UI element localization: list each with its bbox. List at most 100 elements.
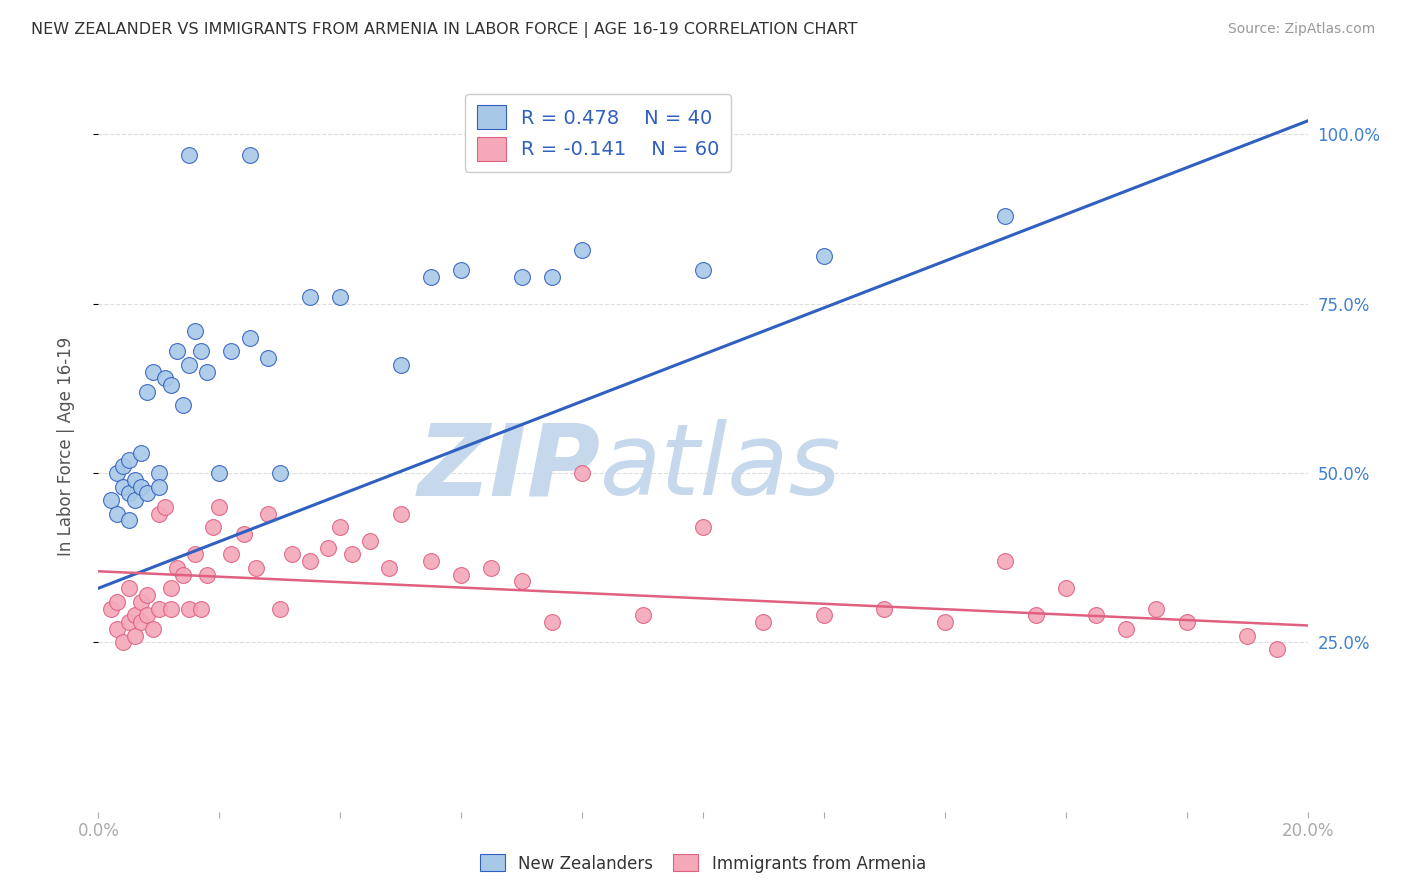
Point <box>256 507 278 521</box>
Point <box>124 608 146 623</box>
Point <box>1024 608 1046 623</box>
Point <box>221 344 243 359</box>
Point <box>329 520 352 534</box>
Point <box>571 243 593 257</box>
Point <box>160 378 183 392</box>
Point <box>813 249 835 263</box>
Point <box>256 351 278 365</box>
Point <box>316 541 339 555</box>
Text: Source: ZipAtlas.com: Source: ZipAtlas.com <box>1227 22 1375 37</box>
Point <box>1267 642 1289 657</box>
Point <box>481 561 503 575</box>
Point <box>510 574 533 589</box>
Point <box>540 615 562 629</box>
Point <box>202 520 225 534</box>
Point <box>100 493 122 508</box>
Point <box>269 601 291 615</box>
Point <box>342 547 364 561</box>
Point <box>172 567 194 582</box>
Point <box>540 269 562 284</box>
Text: ZIP: ZIP <box>418 419 600 516</box>
Point <box>420 269 443 284</box>
Point <box>135 608 157 623</box>
Point <box>450 263 472 277</box>
Point <box>389 358 412 372</box>
Point <box>172 398 194 412</box>
Point <box>105 507 128 521</box>
Point <box>135 486 157 500</box>
Point <box>118 615 141 629</box>
Point <box>124 493 146 508</box>
Point <box>934 615 956 629</box>
Point <box>329 290 352 304</box>
Point <box>124 473 146 487</box>
Point <box>1054 581 1077 595</box>
Point <box>239 331 262 345</box>
Point <box>129 615 152 629</box>
Point <box>153 500 176 514</box>
Point <box>450 567 472 582</box>
Point <box>813 608 835 623</box>
Point <box>142 364 165 378</box>
Point <box>873 601 896 615</box>
Point <box>208 500 231 514</box>
Point <box>118 486 141 500</box>
Point <box>377 561 399 575</box>
Point <box>179 601 201 615</box>
Point <box>195 567 218 582</box>
Point <box>135 384 157 399</box>
Point <box>232 527 254 541</box>
Text: NEW ZEALANDER VS IMMIGRANTS FROM ARMENIA IN LABOR FORCE | AGE 16-19 CORRELATION : NEW ZEALANDER VS IMMIGRANTS FROM ARMENIA… <box>31 22 858 38</box>
Point <box>166 344 188 359</box>
Point <box>299 554 322 568</box>
Point <box>160 581 183 595</box>
Point <box>510 269 533 284</box>
Point <box>1115 622 1137 636</box>
Point <box>184 324 207 338</box>
Point <box>571 466 593 480</box>
Point <box>692 520 714 534</box>
Point <box>111 635 134 649</box>
Point <box>105 466 128 480</box>
Point <box>184 547 207 561</box>
Point <box>148 480 170 494</box>
Point <box>281 547 304 561</box>
Legend: R = 0.478    N = 40, R = -0.141    N = 60: R = 0.478 N = 40, R = -0.141 N = 60 <box>465 94 731 172</box>
Point <box>124 629 146 643</box>
Point <box>160 601 183 615</box>
Point <box>135 588 157 602</box>
Legend: New Zealanders, Immigrants from Armenia: New Zealanders, Immigrants from Armenia <box>474 847 932 880</box>
Point <box>118 581 141 595</box>
Point <box>631 608 654 623</box>
Point <box>118 452 141 467</box>
Point <box>1175 615 1198 629</box>
Point <box>360 533 382 548</box>
Text: atlas: atlas <box>600 419 842 516</box>
Point <box>420 554 443 568</box>
Point <box>389 507 412 521</box>
Point <box>129 480 152 494</box>
Point <box>129 446 152 460</box>
Point <box>245 561 267 575</box>
Point <box>148 466 170 480</box>
Point <box>148 601 170 615</box>
Point <box>994 554 1017 568</box>
Point <box>692 263 714 277</box>
Point <box>239 148 262 162</box>
Point <box>299 290 322 304</box>
Point <box>142 622 165 636</box>
Point <box>100 601 122 615</box>
Point <box>994 209 1017 223</box>
Point <box>190 601 212 615</box>
Point <box>111 480 134 494</box>
Point <box>195 364 218 378</box>
Point <box>179 148 201 162</box>
Point <box>148 507 170 521</box>
Point <box>208 466 231 480</box>
Point <box>269 466 291 480</box>
Point <box>166 561 188 575</box>
Point <box>1236 629 1258 643</box>
Point <box>190 344 212 359</box>
Point <box>1085 608 1108 623</box>
Point <box>111 459 134 474</box>
